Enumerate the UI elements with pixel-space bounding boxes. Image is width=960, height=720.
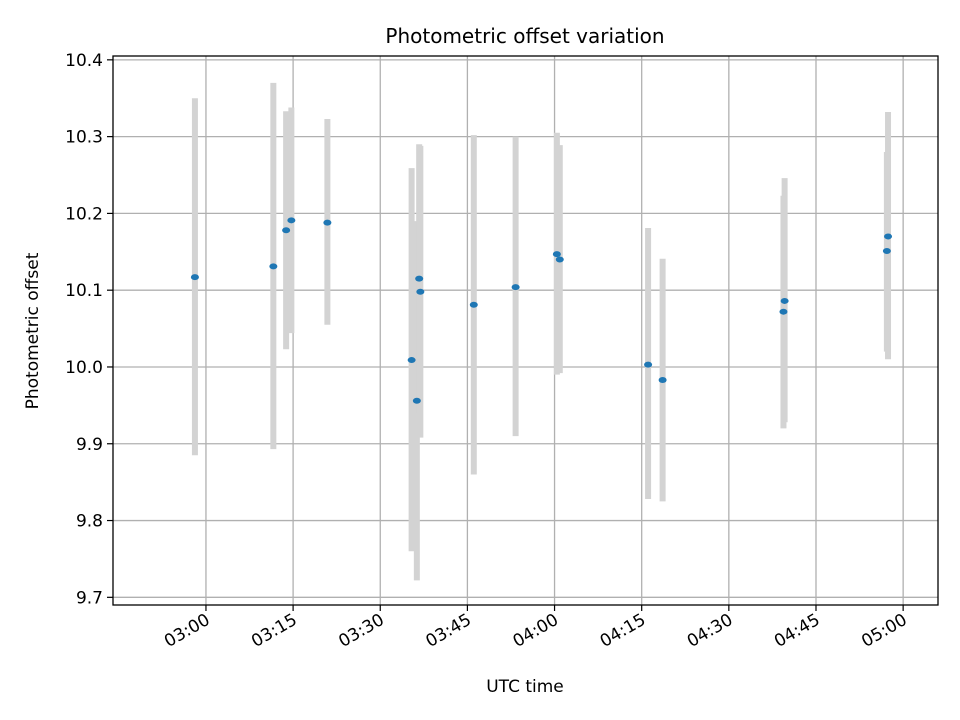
data-point	[884, 233, 893, 240]
data-point	[412, 397, 421, 404]
point-layer	[190, 217, 893, 404]
data-point	[552, 251, 561, 258]
data-point	[415, 275, 424, 282]
y-tick-label: 10.3	[65, 128, 103, 148]
data-point	[323, 219, 332, 226]
data-point	[882, 248, 891, 255]
chart-title: Photometric offset variation	[385, 24, 664, 48]
data-point	[780, 297, 789, 304]
x-axis-title: UTC time	[486, 677, 564, 697]
data-point	[416, 288, 425, 295]
y-tick-label: 10.1	[65, 281, 103, 301]
data-point	[555, 256, 564, 263]
data-point	[511, 284, 520, 291]
y-tick-label: 9.8	[76, 512, 103, 532]
data-point	[282, 227, 291, 234]
y-axis-title: Photometric offset	[23, 252, 43, 409]
grid-layer	[113, 56, 938, 605]
y-tick-label: 10.2	[65, 204, 103, 224]
y-tick-label: 9.9	[76, 435, 103, 455]
data-point	[779, 308, 788, 315]
data-point	[407, 357, 416, 364]
plot-frame	[112, 55, 939, 606]
data-point	[658, 377, 667, 384]
data-point	[644, 361, 653, 368]
data-point	[269, 263, 278, 270]
y-tick-label: 10.0	[65, 358, 103, 378]
y-tick-label: 9.7	[76, 588, 103, 608]
data-point	[287, 217, 296, 224]
y-tick-label: 10.4	[65, 51, 103, 71]
data-point	[469, 301, 478, 308]
data-point	[190, 274, 199, 281]
